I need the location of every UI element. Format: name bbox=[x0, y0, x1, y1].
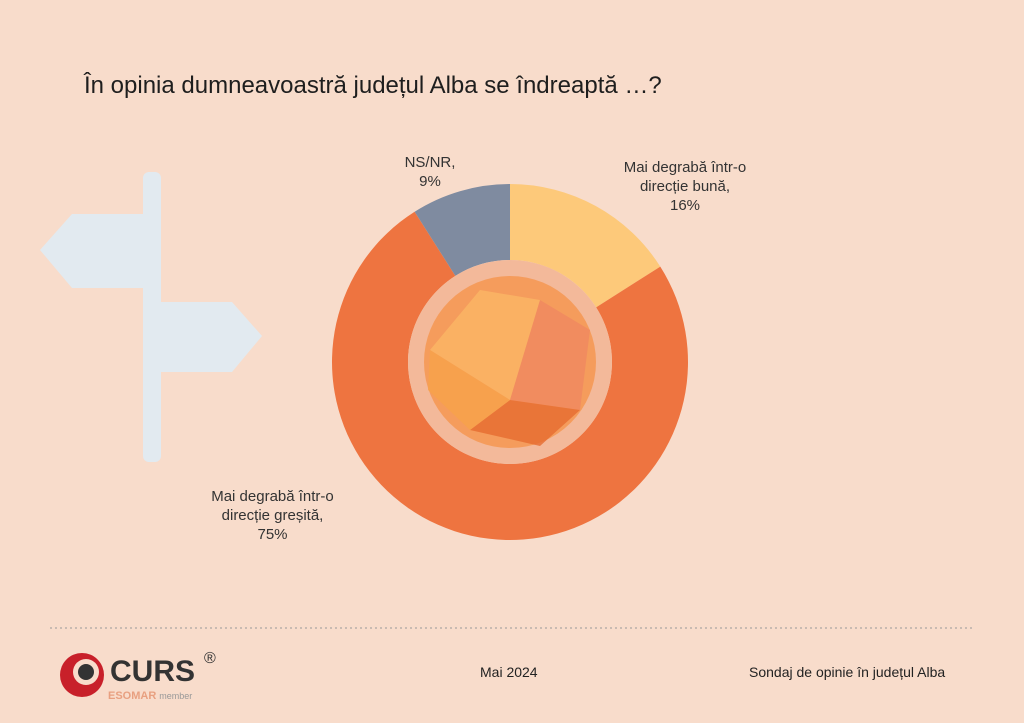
slice-label: Mai degrabă într-o direcție bună, 16% bbox=[605, 158, 765, 215]
slice-label: NS/NR, 9% bbox=[385, 153, 475, 191]
value-label: 75% bbox=[257, 526, 288, 543]
value-label: 9% bbox=[419, 173, 441, 190]
category: Mai degrabă într-o direcție greșită, bbox=[211, 488, 334, 524]
slice bbox=[414, 184, 510, 276]
slice bbox=[332, 211, 688, 540]
value-label: 16% bbox=[669, 197, 701, 214]
footer-date: Mai 2024 bbox=[480, 664, 538, 680]
slice bbox=[510, 184, 661, 308]
center-decoration bbox=[408, 260, 612, 464]
org-tag: member bbox=[159, 691, 193, 701]
logo-icon bbox=[60, 653, 104, 697]
chart-title: În opinia dumneavoastră județul Alba se … bbox=[84, 72, 662, 99]
signpost bbox=[40, 172, 262, 462]
category: NS/NR, bbox=[404, 154, 456, 171]
category: Mai degrabă într-o direcție bună, bbox=[623, 159, 747, 195]
org: ESOMAR bbox=[108, 690, 157, 702]
logo-mark: ® bbox=[204, 650, 216, 667]
footer-caption: Sondaj de opinie în județul Alba bbox=[749, 664, 946, 680]
logo-org: ESOMAR member bbox=[108, 690, 192, 702]
slice-label: Mai degrabă într-o direcție greșită, 75% bbox=[185, 487, 360, 544]
logo-text: CURS bbox=[110, 655, 196, 688]
